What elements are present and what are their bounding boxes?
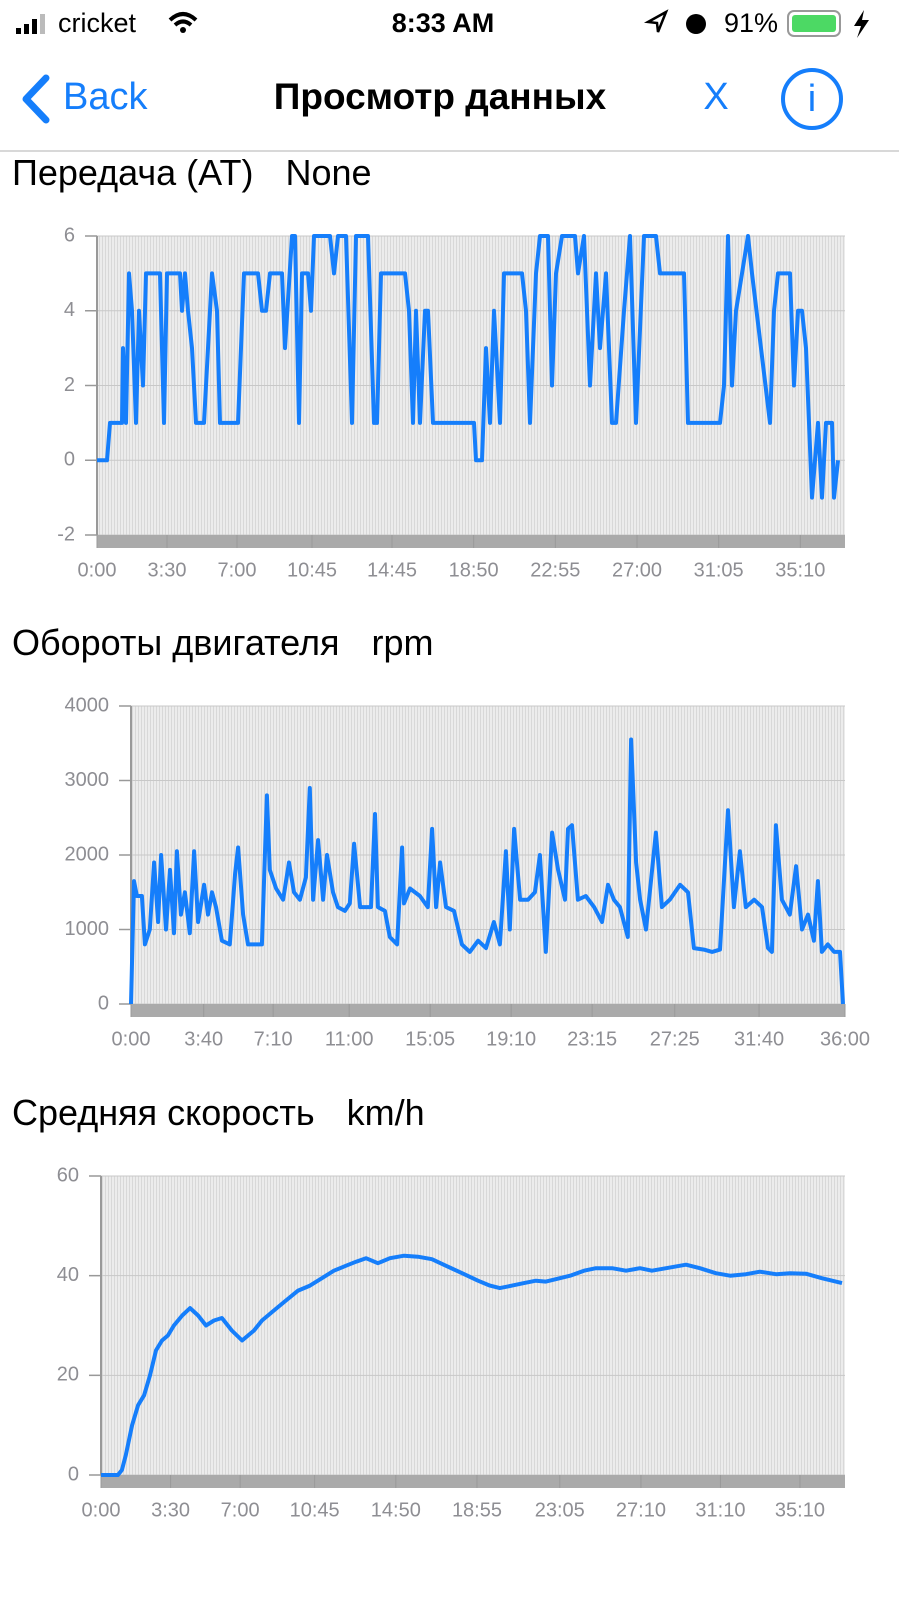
- x-axis-bar: [131, 1004, 845, 1017]
- x-tick-label: 27:25: [650, 1028, 700, 1050]
- back-chevron[interactable]: [22, 74, 50, 124]
- x-tick-label: 7:10: [254, 1028, 293, 1050]
- chart: Передача (AT) None -2 0 2 4 6 0:00 3:30 7:00 10:45…: [12, 152, 845, 581]
- plot-area: [101, 1176, 845, 1475]
- chart-title: Передача (AT) None: [12, 152, 372, 193]
- nav-title: Просмотр данных: [274, 76, 607, 117]
- x-tick-label: 27:10: [616, 1499, 666, 1521]
- wifi-icon: [168, 12, 198, 27]
- signal-icon: [24, 24, 29, 34]
- signal-icon: [32, 19, 37, 34]
- x-axis-bar: [97, 535, 845, 548]
- x-tick-label: 22:55: [530, 559, 580, 581]
- x-tick-label: 18:55: [452, 1499, 502, 1521]
- x-tick-label: 0:00: [78, 559, 117, 581]
- nav-bar: Back Просмотр данных X i: [0, 68, 899, 152]
- clock: 8:33 AM: [392, 8, 495, 38]
- x-tick-label: 19:10: [486, 1028, 536, 1050]
- info-button[interactable]: [781, 68, 843, 130]
- x-tick-label: 31:10: [695, 1499, 745, 1521]
- x-tick-label: 27:00: [612, 559, 662, 581]
- x-tick-label: 23:15: [567, 1028, 617, 1050]
- x-tick-label: 35:10: [775, 1499, 825, 1521]
- x-tick-label: 3:30: [148, 559, 187, 581]
- x-tick-label: 31:40: [734, 1028, 784, 1050]
- data-line: [101, 1253, 843, 1477]
- chart: Обороты двигателя rpm 0 1000 2000 3000 4000 0:0…: [12, 622, 870, 1051]
- back-button[interactable]: Back: [63, 76, 148, 118]
- x-tick-label: 23:05: [535, 1499, 585, 1521]
- alarm-icon: [686, 14, 706, 34]
- y-tick-label: 4: [64, 299, 75, 321]
- x-tick-label: 7:00: [218, 559, 257, 581]
- x-tick-label: 0:00: [82, 1499, 121, 1521]
- y-tick-label: 60: [57, 1164, 79, 1186]
- y-tick-label: 0: [64, 449, 75, 471]
- x-axis-bar: [101, 1475, 845, 1488]
- x-tick-label: 14:50: [371, 1499, 421, 1521]
- charging-icon: [854, 10, 869, 38]
- info-button-label[interactable]: i: [808, 78, 816, 120]
- data-line: [129, 737, 845, 1005]
- y-tick-label: 4000: [65, 694, 110, 716]
- x-tick-label: 31:05: [694, 559, 744, 581]
- chart-title-text: Передача (AT): [12, 152, 253, 193]
- x-tick-label: 15:05: [405, 1028, 455, 1050]
- chart-unit: rpm: [371, 622, 433, 663]
- x-tick-label: 3:30: [151, 1499, 190, 1521]
- y-tick-label: 2: [64, 374, 75, 396]
- x-tick-label: 18:50: [449, 559, 499, 581]
- signal-icon: [16, 28, 21, 34]
- x-tick-label: 11:00: [325, 1028, 374, 1050]
- y-tick-label: 0: [68, 1463, 79, 1485]
- chart-title-text: Средняя скорость: [12, 1092, 315, 1133]
- y-tick-label: 6: [64, 224, 75, 246]
- y-tick-label: 1000: [65, 918, 110, 940]
- battery-percent: 91%: [724, 8, 778, 38]
- y-tick-label: -2: [57, 523, 75, 545]
- chart-title: Средняя скорость km/h: [12, 1092, 425, 1133]
- chart-title: Обороты двигателя rpm: [12, 622, 433, 663]
- chart-title-text: Обороты двигателя: [12, 622, 339, 663]
- battery-icon: [787, 10, 841, 37]
- x-tick-label: 35:10: [775, 559, 825, 581]
- x-tick-label: 3:40: [184, 1028, 223, 1050]
- y-tick-label: 2000: [65, 843, 110, 865]
- location-icon: [643, 9, 669, 33]
- y-tick-label: 20: [57, 1364, 79, 1386]
- x-tick-label: 36:00: [820, 1028, 870, 1050]
- carrier: cricket: [58, 8, 137, 38]
- status-bar: cricket 8:33 AM 91%: [16, 8, 869, 38]
- chart: Средняя скорость km/h 0 20 40 60 0:00 3:30 7:00 1…: [12, 1092, 845, 1521]
- y-tick-label: 0: [98, 992, 109, 1014]
- x-tick-label: 14:45: [367, 559, 417, 581]
- close-button[interactable]: X: [703, 76, 728, 118]
- x-tick-label: 10:45: [290, 1499, 340, 1521]
- battery-level: [792, 15, 836, 32]
- y-tick-label: 3000: [65, 769, 110, 791]
- chart-unit: None: [285, 152, 371, 193]
- y-tick-label: 40: [57, 1264, 79, 1286]
- wifi-icon: [180, 27, 186, 33]
- x-tick-label: 0:00: [112, 1028, 151, 1050]
- x-tick-label: 10:45: [287, 559, 337, 581]
- signal-icon: [40, 14, 45, 34]
- x-tick-label: 7:00: [221, 1499, 260, 1521]
- chart-unit: km/h: [347, 1092, 425, 1133]
- data-line: [97, 234, 840, 500]
